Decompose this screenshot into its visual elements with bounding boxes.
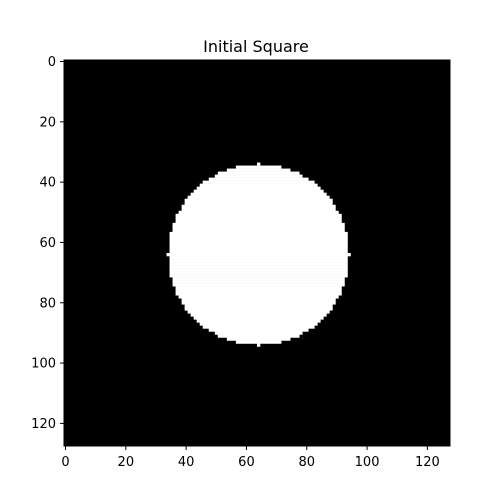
disk-row [217, 334, 300, 338]
disk-row [169, 259, 348, 263]
disk-row [169, 249, 348, 254]
x-tick-label: 20 [118, 455, 135, 470]
disk-row [169, 265, 348, 269]
disk-row [226, 337, 291, 341]
x-tick-label: 120 [415, 455, 440, 470]
disk-row [202, 325, 315, 329]
disk-row [184, 307, 333, 311]
disk-row [214, 331, 303, 335]
disk-row [169, 271, 348, 275]
x-tick-label: 0 [61, 455, 69, 470]
disk-row [257, 343, 261, 347]
disk-row [172, 277, 345, 281]
disk-row [187, 310, 330, 314]
y-tick-label: 80 [39, 296, 56, 311]
plot-area [63, 59, 451, 447]
y-axis: 0 20 40 60 80 100 120 [31, 55, 64, 432]
x-tick-label: 40 [178, 455, 195, 470]
disk-row [169, 240, 348, 245]
disk-row [181, 298, 336, 302]
disk-row [208, 177, 309, 181]
disk-row [169, 256, 348, 260]
disk-row [202, 180, 315, 184]
disk-row [190, 313, 327, 317]
x-tick-label: 80 [298, 455, 315, 470]
disk-row [169, 231, 348, 236]
disk-row [169, 262, 348, 266]
disk-row [172, 280, 345, 284]
y-tick-label: 0 [48, 55, 56, 70]
chart-title: Initial Square [203, 37, 309, 56]
x-tick-label: 60 [238, 455, 255, 470]
disk-row [175, 289, 342, 293]
disk-row [172, 225, 345, 230]
disk-row [178, 295, 339, 299]
disk-row [169, 243, 348, 248]
disk-row [169, 234, 348, 239]
y-tick-label: 40 [39, 176, 56, 191]
disk-row [169, 246, 348, 251]
y-tick-label: 60 [39, 236, 56, 251]
y-tick-label: 120 [31, 417, 56, 432]
disk-row [184, 201, 333, 206]
disk-row [172, 228, 345, 233]
disk-row [175, 286, 342, 290]
disk-row [235, 165, 282, 169]
disk-row [184, 198, 333, 203]
disk-row [199, 322, 318, 326]
disk-row [193, 316, 324, 320]
disk-row [226, 168, 291, 172]
disk-row [257, 162, 261, 166]
disk-row [178, 210, 339, 215]
disk-row [175, 216, 342, 221]
disk-row [235, 340, 282, 344]
disk-row [181, 301, 336, 305]
disk-row [175, 219, 342, 224]
disk-row [193, 189, 324, 193]
disk-row [172, 283, 345, 287]
x-tick-label: 100 [355, 455, 380, 470]
disk-row [184, 304, 333, 308]
y-tick-label: 20 [39, 115, 56, 130]
disk-row [172, 222, 345, 227]
disk-row [196, 186, 321, 190]
disk-shape [166, 162, 351, 347]
disk-row [199, 183, 318, 187]
disk-row [169, 274, 348, 278]
disk-row [169, 268, 348, 272]
y-tick-label: 100 [31, 357, 56, 372]
plot-frame [63, 59, 451, 447]
disk-row [187, 195, 330, 200]
disk-row [181, 207, 336, 212]
disk-row [214, 174, 303, 178]
disk-row [217, 171, 300, 175]
disk-row [196, 319, 321, 323]
disk-row [175, 292, 342, 296]
disk-row [181, 204, 336, 209]
disk-row [166, 253, 351, 257]
disk-row [175, 213, 342, 218]
x-axis: 0 20 40 60 80 100 120 [61, 446, 440, 470]
disk-row [169, 237, 348, 242]
disk-row [208, 328, 309, 332]
disk-row [190, 192, 327, 197]
